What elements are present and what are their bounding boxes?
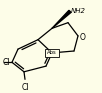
Text: O: O <box>80 33 86 42</box>
Text: NH2: NH2 <box>70 8 85 14</box>
Text: Cl: Cl <box>3 58 11 67</box>
Text: Cl: Cl <box>21 83 29 92</box>
Text: Abs: Abs <box>47 50 57 55</box>
FancyBboxPatch shape <box>45 49 59 57</box>
Polygon shape <box>52 10 71 28</box>
